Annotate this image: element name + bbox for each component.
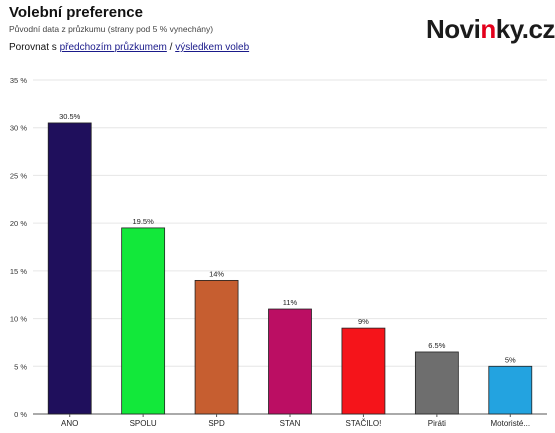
logo-part-1: Novi bbox=[426, 14, 481, 44]
category-label: SPD bbox=[208, 419, 225, 428]
category-label: STAN bbox=[280, 419, 301, 428]
election-result-link[interactable]: výsledkem voleb bbox=[175, 42, 250, 53]
y-tick-label: 35 % bbox=[10, 76, 27, 85]
bar-7 bbox=[488, 365, 533, 415]
data-label: 5% bbox=[505, 355, 516, 364]
y-tick-label: 15 % bbox=[10, 267, 27, 276]
previous-poll-link[interactable]: předchozím průzkumem bbox=[59, 42, 167, 53]
category-label: Piráti bbox=[428, 419, 446, 428]
compare-prefix: Porovnat s bbox=[9, 42, 60, 53]
category-label: SPOLU bbox=[130, 419, 157, 428]
bar-1 bbox=[47, 122, 92, 415]
y-tick-label: 25 % bbox=[10, 171, 27, 180]
compare-separator: / bbox=[166, 42, 176, 53]
y-tick-label: 30 % bbox=[10, 124, 27, 133]
data-label: 11% bbox=[283, 298, 298, 307]
y-tick-label: 20 % bbox=[10, 219, 27, 228]
category-label: ANO bbox=[61, 419, 78, 428]
y-tick-label: 10 % bbox=[10, 315, 27, 324]
bar-6 bbox=[414, 351, 459, 415]
page-title: Volební preference bbox=[9, 4, 143, 21]
data-label: 9% bbox=[358, 317, 369, 326]
logo-part-3: ky.cz bbox=[495, 14, 555, 44]
compare-line: Porovnat s předchozím průzkumem / výsled… bbox=[9, 42, 249, 53]
category-label: STAČILO! bbox=[345, 419, 381, 428]
data-label: 14% bbox=[209, 269, 224, 278]
data-label: 30.5% bbox=[59, 112, 81, 121]
bar-2 bbox=[121, 227, 166, 415]
novinky-logo[interactable]: Novinky.cz bbox=[426, 14, 555, 45]
bar-5 bbox=[341, 327, 386, 415]
chart-subtitle: Původní data z průzkumu (strany pod 5 % … bbox=[9, 24, 214, 34]
logo-accent-letter: n bbox=[480, 14, 496, 44]
category-label: Motoristé... bbox=[490, 419, 530, 428]
bar-4 bbox=[268, 308, 312, 415]
y-tick-label: 0 % bbox=[14, 410, 27, 419]
bar-3 bbox=[194, 279, 239, 415]
data-label: 6.5% bbox=[428, 341, 445, 350]
y-tick-label: 5 % bbox=[14, 362, 27, 371]
data-label: 19.5% bbox=[133, 217, 155, 226]
